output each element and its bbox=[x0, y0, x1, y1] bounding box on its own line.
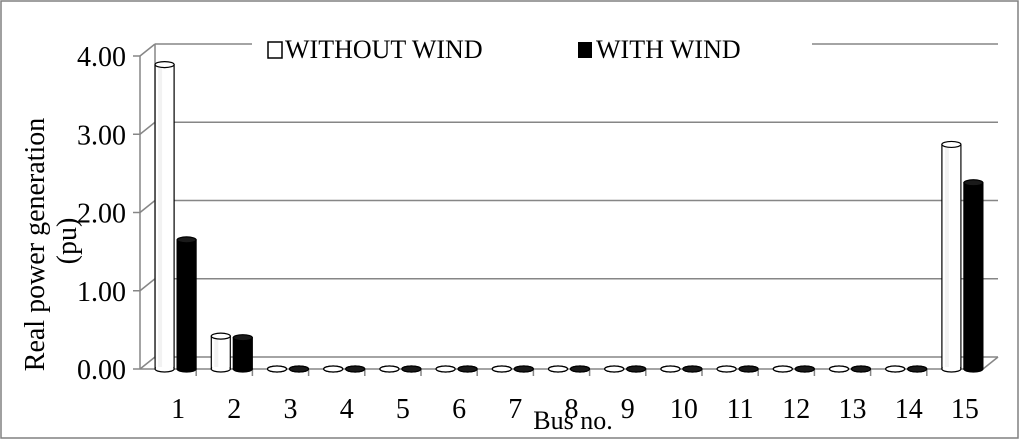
y-tick-label: 1.00 bbox=[77, 277, 126, 308]
bar-with-wind-8 bbox=[569, 365, 591, 373]
x-tick-label: 10 bbox=[670, 394, 698, 425]
bar-without-wind-9 bbox=[604, 365, 625, 373]
x-tick-label: 11 bbox=[727, 394, 754, 425]
bar-with-wind-12 bbox=[794, 365, 815, 373]
legend-swatch-without-wind bbox=[267, 41, 283, 59]
x-tick-label: 7 bbox=[508, 394, 522, 425]
gridline-depth bbox=[139, 121, 156, 135]
bar-with-wind-11 bbox=[738, 365, 759, 373]
x-tick-label: 15 bbox=[951, 394, 979, 425]
bar-with-wind-15 bbox=[963, 179, 984, 373]
gridline-depth bbox=[139, 356, 156, 370]
x-tick-label: 4 bbox=[340, 394, 354, 425]
x-tick-label: 3 bbox=[284, 394, 298, 425]
bar-with-wind-2 bbox=[232, 334, 253, 373]
bar-without-wind-15 bbox=[941, 140, 962, 373]
x-tick-label: 13 bbox=[839, 394, 867, 425]
y-tick-label: 3.00 bbox=[77, 120, 126, 151]
y-axis-title: Real power generation (pu) bbox=[20, 111, 83, 371]
bar-with-wind-13 bbox=[850, 365, 872, 373]
y-axis-title-line-1: Real power generation bbox=[20, 118, 51, 371]
bar-with-wind-10 bbox=[682, 365, 703, 373]
bar-with-wind-1 bbox=[176, 236, 197, 373]
bar-without-wind-14 bbox=[885, 365, 906, 373]
floor-edge bbox=[982, 356, 999, 370]
x-tick-labels: 1 2 3 4 5 6 7 8 9 10 11 12 13 14 15 bbox=[171, 394, 979, 425]
bar-with-wind-9 bbox=[626, 365, 647, 373]
x-tick-label: 5 bbox=[396, 394, 410, 425]
legend-label-without-wind: WITHOUT WIND bbox=[285, 35, 483, 64]
bar-without-wind-5 bbox=[379, 365, 400, 373]
legend-label-with-wind: WITH WIND bbox=[596, 35, 741, 64]
x-tick-label: 1 bbox=[171, 394, 185, 425]
bar-without-wind-10 bbox=[660, 365, 681, 373]
x-axis-title: Bus no. bbox=[533, 406, 612, 435]
bars bbox=[154, 61, 984, 373]
x-tick-label: 9 bbox=[621, 394, 635, 425]
bar-with-wind-4 bbox=[345, 365, 366, 373]
y-tick-label: 0.00 bbox=[77, 355, 126, 386]
bar-with-wind-7 bbox=[513, 365, 534, 373]
bar-without-wind-11 bbox=[716, 365, 737, 373]
legend-swatch-with-wind bbox=[578, 42, 592, 58]
y-axis-title-line-2: (pu) bbox=[52, 218, 83, 265]
bar-without-wind-13 bbox=[828, 365, 850, 373]
bar-with-wind-3 bbox=[288, 365, 310, 373]
bar-with-wind-5 bbox=[401, 365, 422, 373]
x-tick-label: 6 bbox=[452, 394, 466, 425]
bar-without-wind-6 bbox=[435, 365, 456, 373]
bar-without-wind-2 bbox=[210, 332, 231, 373]
gridline-depth bbox=[139, 43, 156, 57]
y-tick-label: 4.00 bbox=[77, 42, 126, 73]
bar-without-wind-7 bbox=[491, 365, 512, 373]
bar-with-wind-6 bbox=[457, 365, 478, 373]
legend-background bbox=[252, 27, 812, 73]
x-tick-label: 14 bbox=[895, 394, 923, 425]
bar-without-wind-4 bbox=[323, 365, 344, 373]
legend: WITHOUT WIND WITH WIND bbox=[252, 27, 812, 73]
bar-without-wind-8 bbox=[547, 365, 569, 373]
x-tick-label: 12 bbox=[782, 394, 810, 425]
x-tick-label: 8 bbox=[565, 394, 579, 425]
bar-without-wind-3 bbox=[266, 365, 288, 373]
gridline-depth bbox=[139, 278, 156, 292]
y-tick-labels: 0.00 1.00 2.00 3.00 4.00 bbox=[77, 42, 126, 386]
bar-without-wind-1 bbox=[154, 61, 175, 373]
bar-with-wind-14 bbox=[907, 365, 928, 373]
y-tick-label: 2.00 bbox=[77, 199, 126, 230]
bar-without-wind-12 bbox=[772, 365, 793, 373]
gridline-depth bbox=[139, 199, 156, 214]
x-tick-label: 2 bbox=[227, 394, 241, 425]
